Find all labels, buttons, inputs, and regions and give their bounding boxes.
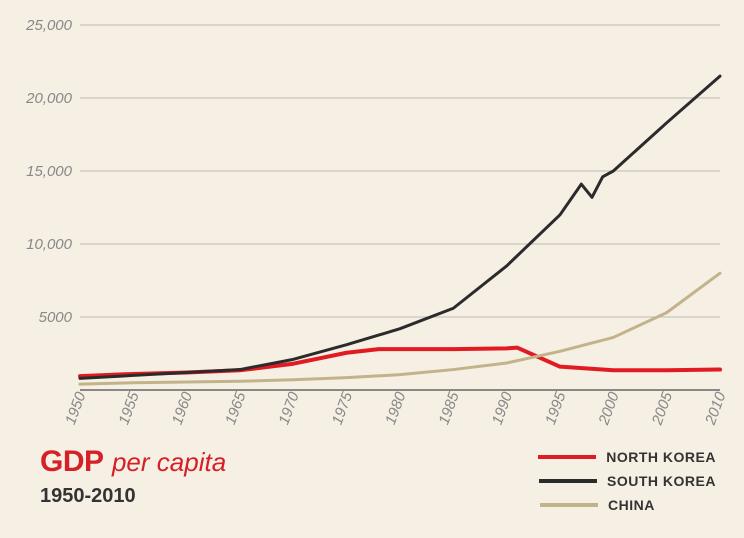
- x-tick-label: 1965: [222, 389, 250, 427]
- x-tick-label: 1970: [275, 389, 303, 427]
- title-subtitle: per capita: [112, 447, 226, 477]
- x-tick-label: 1980: [382, 389, 410, 427]
- y-tick-label: 15,000: [26, 163, 73, 180]
- x-tick-label: 1960: [169, 389, 197, 427]
- legend-swatch: [538, 455, 596, 459]
- legend-item: CHINA: [538, 493, 716, 517]
- title-years: 1950-2010: [40, 485, 226, 508]
- x-tick-label: 1985: [435, 389, 463, 427]
- legend-label: CHINA: [608, 497, 716, 513]
- x-tick-label: 1995: [542, 389, 570, 427]
- legend-label: NORTH KOREA: [606, 449, 716, 465]
- y-tick-label: 20,000: [25, 90, 73, 107]
- x-tick-label: 2005: [648, 389, 676, 428]
- title-block: GDP per capita 1950-2010: [40, 445, 226, 508]
- legend-label: SOUTH KOREA: [607, 473, 716, 489]
- x-tick-label: 1955: [115, 389, 143, 427]
- x-tick-label: 1990: [489, 389, 517, 427]
- legend-item: SOUTH KOREA: [538, 469, 716, 493]
- legend-item: NORTH KOREA: [538, 445, 716, 469]
- x-tick-label: 1950: [62, 389, 90, 427]
- chart-container: 5000 10,000 15,000 20,000 25,000 1950 1955 1960…: [0, 0, 744, 538]
- legend-swatch: [540, 503, 598, 507]
- y-tick-label: 25,000: [25, 17, 73, 34]
- y-tick-label: 5000: [39, 309, 73, 326]
- x-tick-label: 2010: [702, 389, 730, 428]
- title-main: GDP: [40, 445, 104, 478]
- y-tick-label: 10,000: [26, 236, 73, 253]
- legend-swatch: [539, 479, 597, 483]
- x-tick-label: 2000: [595, 389, 623, 428]
- x-tick-label: 1975: [329, 389, 357, 427]
- legend: NORTH KOREA SOUTH KOREA CHINA: [538, 445, 716, 517]
